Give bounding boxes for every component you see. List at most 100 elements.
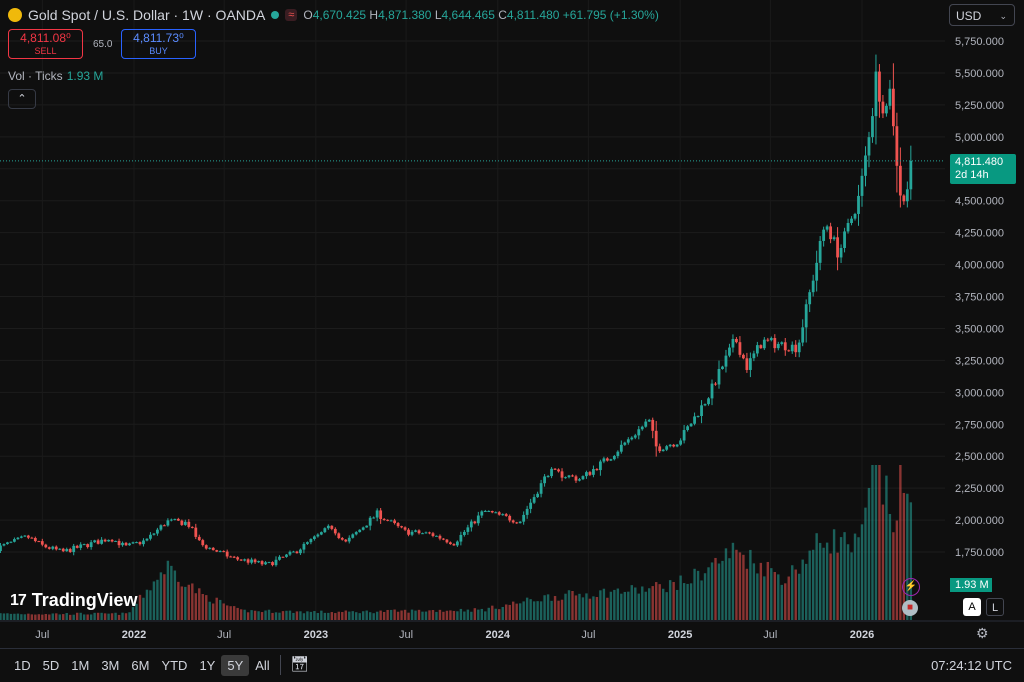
volume-bar: [30, 614, 34, 620]
volume-bar: [159, 572, 163, 620]
volume-bar: [55, 613, 58, 620]
candle-body: [585, 472, 588, 477]
gear-icon[interactable]: ⚙: [976, 625, 989, 641]
volume-bar: [239, 609, 243, 620]
range-6m[interactable]: 6M: [131, 658, 150, 673]
candle-body: [295, 551, 299, 554]
candle-body: [274, 559, 278, 566]
candle-body: [379, 510, 383, 519]
candle-body: [766, 339, 770, 341]
volume-bar: [334, 613, 337, 620]
candle-body: [731, 338, 735, 348]
currency-select[interactable]: USD ⌄: [949, 4, 1015, 26]
candle-body: [578, 479, 581, 481]
x-tick-label: Jul: [217, 629, 231, 641]
currency-value: USD: [956, 9, 982, 23]
y-tick-label: 5,750.000: [955, 36, 1004, 48]
volume-bar: [899, 465, 902, 620]
candle-body: [630, 437, 634, 440]
candle-body: [525, 508, 529, 515]
tradingview-logo[interactable]: 17 TradingView: [10, 590, 138, 611]
volume-bar: [110, 613, 114, 620]
volume-bar: [403, 609, 407, 620]
candle-body: [860, 175, 864, 196]
candle-body: [16, 537, 20, 540]
log-scale-button[interactable]: L: [986, 598, 1004, 616]
candle-body: [145, 538, 149, 541]
volume-bar: [365, 610, 368, 620]
volume-bar: [703, 573, 707, 620]
range-5d[interactable]: 5D: [42, 658, 60, 673]
x-tick-label: 2023: [304, 629, 328, 641]
volume-bar: [749, 549, 752, 620]
auto-scale-button[interactable]: A: [963, 598, 981, 616]
calendar-icon[interactable]: 📅︎: [290, 656, 310, 673]
y-tick-label: 4,000.000: [955, 260, 1004, 272]
candle-body: [469, 521, 473, 528]
volume-bar: [763, 576, 766, 620]
candle-body: [149, 534, 152, 539]
candle-body: [13, 539, 16, 542]
collapse-legend-button[interactable]: ⌃: [8, 89, 36, 109]
candle-body: [539, 483, 543, 494]
volume-bar: [459, 608, 463, 620]
range-1d[interactable]: 1D: [14, 658, 31, 673]
candle-body: [61, 548, 65, 552]
candle-body: [665, 446, 669, 450]
candle-body: [748, 358, 752, 370]
volume-bar: [16, 613, 20, 620]
volume-bar: [138, 594, 142, 620]
candle-body: [853, 213, 857, 219]
volume-bar: [770, 568, 773, 620]
symbol-header[interactable]: Gold Spot / U.S. Dollar · 1W · OANDA ≈ O…: [8, 6, 659, 24]
sell-button[interactable]: 4,811.08⁰ SELL: [8, 29, 83, 59]
candle-body: [403, 527, 407, 530]
volume-bar: [655, 582, 658, 620]
candle-body: [121, 542, 124, 546]
candle-body: [780, 342, 784, 344]
volume-bar: [648, 588, 651, 620]
range-3m[interactable]: 3M: [101, 658, 120, 673]
candle-body: [204, 545, 208, 549]
volume-bar: [271, 612, 274, 620]
utc-clock[interactable]: 07:24:12 UTC: [931, 658, 1012, 673]
volume-legend[interactable]: Vol · Ticks 1.93 M: [8, 69, 103, 83]
volume-bar: [65, 613, 68, 620]
volume-bar: [672, 582, 675, 620]
volume-bar: [274, 612, 278, 620]
range-1y[interactable]: 1Y: [199, 658, 216, 673]
volume-bar: [142, 597, 145, 620]
volume-bar: [372, 613, 375, 620]
volume-bar: [222, 603, 225, 620]
buy-button[interactable]: 4,811.73⁰ BUY: [121, 29, 196, 59]
volume-bar: [543, 595, 546, 620]
volume-bar: [675, 589, 679, 620]
candle-body: [714, 383, 717, 385]
us-flag-icon[interactable]: ■: [902, 600, 918, 616]
range-all[interactable]: All: [255, 658, 270, 673]
volume-bar: [351, 611, 354, 620]
symbol-title[interactable]: Gold Spot / U.S. Dollar · 1W · OANDA: [28, 7, 266, 23]
y-tick-label: 2,750.000: [955, 419, 1004, 431]
range-ytd[interactable]: YTD: [161, 658, 188, 673]
volume-bar: [843, 532, 846, 620]
range-1m[interactable]: 1M: [71, 658, 90, 673]
range-5y[interactable]: 5Y: [221, 655, 250, 676]
candle-body: [644, 421, 648, 427]
volume-bar: [637, 593, 640, 620]
candle-body: [567, 475, 571, 478]
volume-bar: [198, 588, 201, 620]
volume-bar: [564, 593, 567, 620]
candle-body: [885, 105, 888, 114]
volume-bar: [362, 611, 365, 620]
volume-bar: [382, 611, 386, 620]
lightning-icon[interactable]: ⚡: [902, 578, 920, 596]
volume-bar: [278, 612, 281, 620]
candle-body: [117, 540, 121, 546]
candle-body: [490, 510, 494, 513]
candle-body: [82, 544, 86, 546]
volume-bar: [665, 592, 668, 620]
candle-body: [271, 562, 274, 566]
volume-bar: [560, 599, 564, 620]
